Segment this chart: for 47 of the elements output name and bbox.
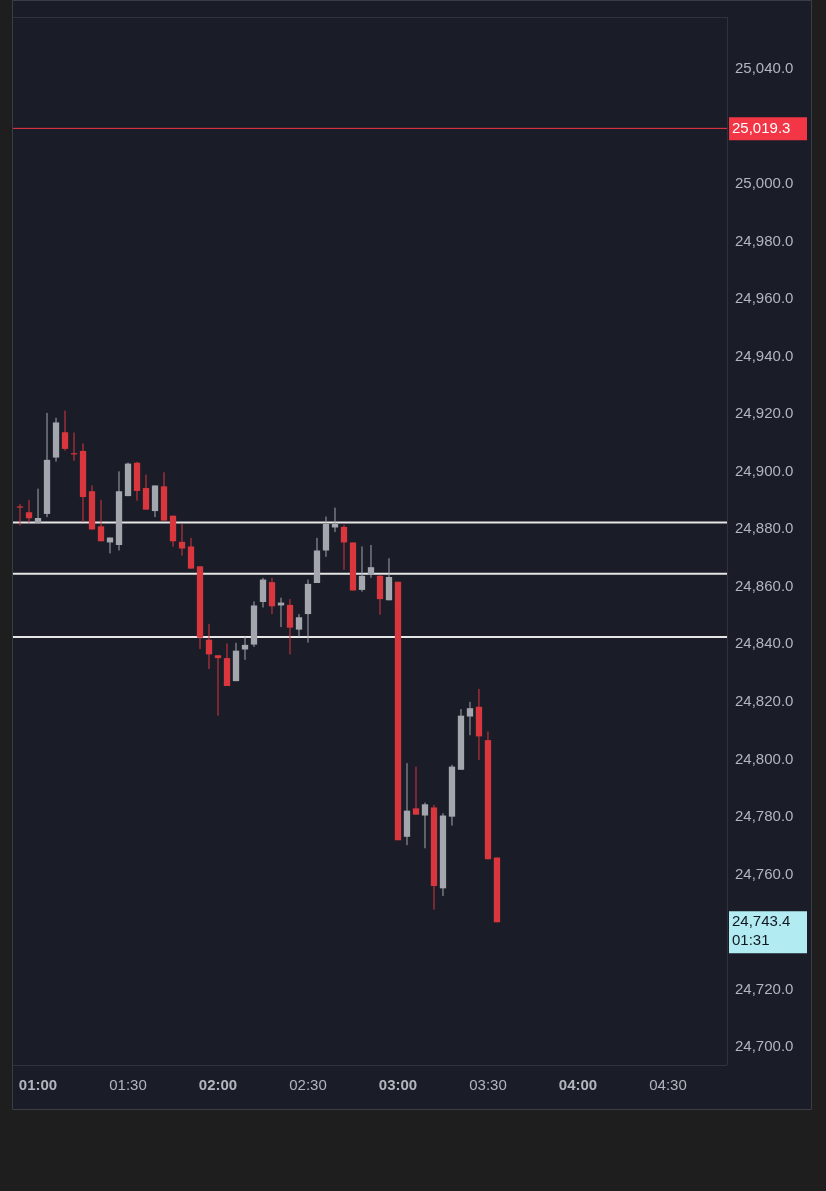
candlestick [259,577,267,608]
x-tick-label: 02:00 [198,1076,238,1094]
y-tick-label: 24,900.0 [735,461,794,479]
candlestick [187,537,195,570]
y-tick-label: 24,940.0 [735,346,794,364]
candlestick [367,544,375,579]
y-tick-label: 24,720.0 [735,979,794,997]
candlestick [295,613,303,638]
x-tick-label: 03:30 [469,1076,507,1094]
candlestick [34,488,42,525]
y-tick-label: 25,000.0 [735,174,794,192]
x-tick-label: 02:30 [289,1076,327,1094]
candlestick [97,499,105,542]
candlestick [421,802,429,849]
candlestick [205,623,213,670]
y-tick-label: 24,820.0 [735,692,794,709]
candlestick [214,654,222,717]
x-tick-label: 03:00 [378,1076,418,1094]
y-tick-label: 24,960.0 [735,289,794,307]
candlestick [376,574,384,616]
y-tick-label: 24,700.0 [735,1037,794,1055]
x-tick-label: 04:00 [558,1076,598,1094]
candlestick [358,545,366,593]
x-tick-label: 01:30 [109,1076,147,1094]
candlestick [61,410,69,452]
text: 01:31 [732,931,770,949]
candlestick [25,499,33,524]
candlestick [385,557,393,601]
y-tick-label: 24,780.0 [735,807,794,825]
x-tick-label: 04:30 [649,1076,687,1094]
ref-line-label: 25,019.3 [732,118,791,136]
y-tick-label: 25,040.0 [735,58,794,76]
x-tick-label: 01:00 [18,1076,58,1094]
candlestick [16,503,24,526]
candlestick [286,598,294,655]
y-tick-label: 24,920.0 [735,404,794,422]
candlestick [466,701,474,736]
candlestick [340,524,348,571]
y-tick-label: 24,840.0 [735,634,794,652]
y-tick-label: 24,880.0 [735,519,794,537]
y-tick-label: 24,980.0 [735,231,794,249]
y-tick-label: 24,760.0 [735,864,794,882]
candlestick [142,474,150,511]
text: 24,743.4 [732,912,791,930]
candlestick [412,766,420,816]
y-tick-label: 24,800.0 [735,749,794,767]
y-tick-label: 24,860.0 [735,576,794,594]
